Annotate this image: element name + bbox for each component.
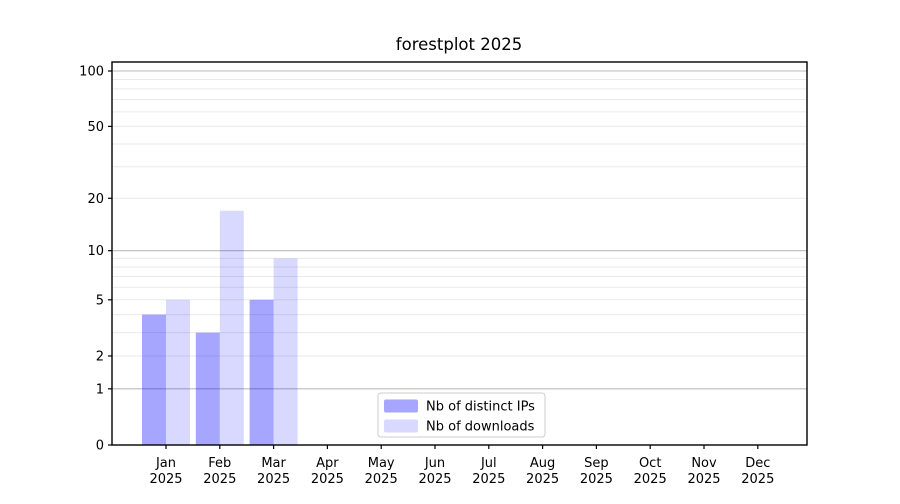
y-tick-label-50: 50 (87, 120, 104, 135)
x-tick-label-year-aug: 2025 (526, 472, 559, 487)
x-tick-label-year-nov: 2025 (687, 472, 720, 487)
legend-label-downloads: Nb of downloads (426, 420, 535, 435)
x-tick-label-month-feb: Feb (208, 456, 231, 471)
bar-mar-downloads (273, 258, 298, 445)
x-tick-label-month-jul: Jul (480, 456, 497, 471)
x-tick-label-month-mar: Mar (261, 456, 286, 471)
x-tick-label-year-jan: 2025 (149, 472, 182, 487)
y-tick-label-0: 0 (96, 439, 104, 454)
bar-jan-downloads (166, 299, 190, 445)
x-tick-label-year-sep: 2025 (580, 472, 613, 487)
x-tick-label-month-apr: Apr (316, 456, 339, 471)
y-tick-label-20: 20 (87, 192, 104, 207)
chart-title: forestplot 2025 (396, 35, 522, 54)
legend-frame (377, 392, 546, 438)
x-tick-label-month-aug: Aug (530, 456, 555, 471)
x-tick-label-year-oct: 2025 (634, 472, 667, 487)
x-tick-label-year-dec: 2025 (741, 472, 774, 487)
x-tick-label-year-feb: 2025 (203, 472, 236, 487)
bar-feb-downloads (219, 210, 244, 445)
gridlines-layer (112, 70, 807, 390)
x-tick-label-year-jul: 2025 (472, 472, 505, 487)
x-tick-label-month-may: May (368, 456, 395, 471)
x-tick-label-year-jun: 2025 (418, 472, 451, 487)
bar-mar-distinct-ips (249, 299, 274, 445)
x-tick-label-year-mar: 2025 (257, 472, 290, 487)
legend-swatch-downloads (384, 419, 418, 433)
bar-jan-distinct-ips (142, 314, 166, 445)
bar-feb-distinct-ips (195, 332, 220, 445)
x-tick-label-month-dec: Dec (745, 456, 770, 471)
bars-layer (142, 210, 298, 445)
axes-layer: 0125102050100Jan2025Feb2025Mar2025Apr202… (79, 61, 808, 487)
y-tick-label-100: 100 (79, 65, 104, 80)
x-tick-label-month-jun: Jun (424, 456, 445, 471)
x-tick-label-year-may: 2025 (365, 472, 398, 487)
y-tick-label-2: 2 (96, 349, 104, 364)
x-tick-label-month-sep: Sep (584, 456, 609, 471)
x-tick-label-month-nov: Nov (691, 456, 717, 471)
axes-spines (111, 61, 808, 446)
legend-label-distinct-ips: Nb of distinct IPs (426, 400, 535, 415)
y-tick-label-1: 1 (96, 382, 104, 397)
x-tick-label-year-apr: 2025 (311, 472, 344, 487)
legend-swatch-distinct-ips (384, 399, 418, 413)
legend: Nb of distinct IPs Nb of downloads (377, 392, 546, 438)
y-tick-label-10: 10 (87, 244, 104, 259)
x-tick-label-month-oct: Oct (639, 456, 661, 471)
y-tick-label-5: 5 (96, 293, 104, 308)
x-tick-label-month-jan: Jan (155, 456, 176, 471)
